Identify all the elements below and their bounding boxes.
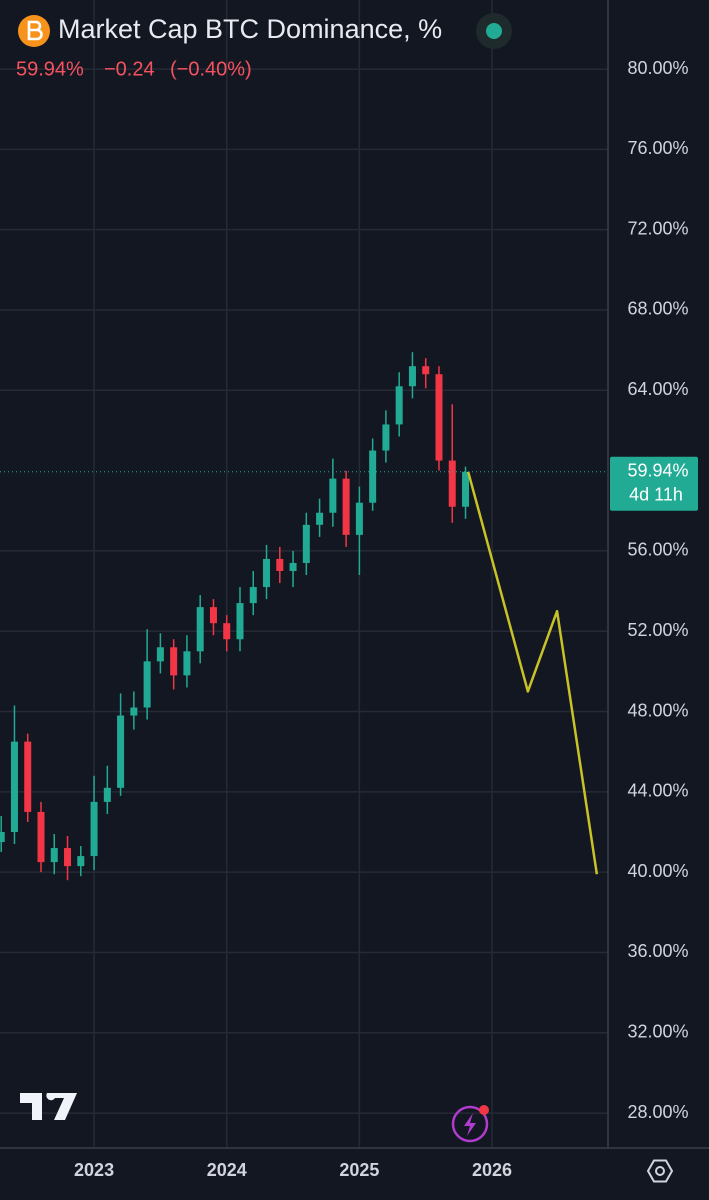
candle-body (382, 424, 390, 451)
countdown: 4d 11h (629, 485, 683, 505)
candle-body (395, 386, 403, 425)
candle-body (0, 831, 5, 843)
y-tick-label: 72.00% (627, 218, 688, 238)
projection-line (466, 471, 599, 875)
candle-body (316, 512, 324, 525)
y-tick-label: 64.00% (627, 379, 688, 399)
y-tick-label: 76.00% (627, 138, 688, 158)
chart-title: Market Cap BTC Dominance, % (58, 14, 442, 44)
candle-body (435, 374, 443, 461)
candle-body (236, 603, 244, 640)
candle-body (369, 450, 377, 503)
y-tick-label: 40.00% (627, 861, 688, 881)
candle-body (249, 587, 257, 604)
last-value: 59.94% (16, 58, 84, 80)
x-tick-label: 2026 (472, 1160, 512, 1180)
candle-body (289, 562, 297, 571)
candle-body (64, 848, 72, 867)
status-dot (486, 23, 502, 39)
price-tag-label: 59.94% (627, 461, 688, 481)
x-tick-label: 2025 (339, 1160, 379, 1180)
tradingview-logo[interactable] (20, 1093, 77, 1120)
candle-body (209, 607, 217, 624)
plot (0, 352, 608, 881)
x-tick-label: 2023 (74, 1160, 114, 1180)
bitcoin-glyph (27, 20, 43, 41)
settings-icon-center (655, 1166, 665, 1176)
y-tick-label: 36.00% (627, 941, 688, 961)
candle-body (422, 366, 430, 375)
candle-body (90, 801, 98, 857)
candle-body (170, 647, 178, 676)
candle-body (130, 707, 138, 716)
x-tick-label: 2024 (207, 1160, 247, 1180)
candle-body (408, 366, 416, 387)
candle-body (143, 661, 151, 708)
candle-body (302, 524, 310, 563)
alert-badge (479, 1105, 489, 1115)
settings-icon[interactable] (646, 1159, 674, 1183)
grid (0, 0, 608, 1148)
candle-body (276, 558, 284, 571)
candle-body (342, 478, 350, 535)
change: −0.24 (104, 58, 155, 80)
candle-body (37, 811, 45, 863)
candle-body (10, 741, 18, 832)
candle-body (462, 471, 470, 507)
candle-body (263, 558, 271, 588)
candle-body (156, 647, 164, 662)
alert-bolt (464, 1113, 476, 1136)
y-tick-label: 44.00% (627, 781, 688, 801)
candle-body (117, 715, 125, 788)
y-tick-label: 80.00% (627, 58, 688, 78)
axis: 28.00% 32.00% 36.00% 40.00% 44.00% 48.00% 52.0… (74, 58, 698, 1180)
y-tick-label: 56.00% (627, 540, 688, 560)
y-tick-label: 68.00% (627, 299, 688, 319)
y-tick-label: 32.00% (627, 1022, 688, 1042)
candle-body (223, 623, 231, 640)
y-tick-label: 52.00% (627, 620, 688, 640)
price-tag (610, 456, 698, 511)
candle-body (50, 848, 58, 863)
candle-body (77, 856, 85, 867)
candle-body (183, 651, 191, 676)
candle-body (329, 478, 337, 513)
candle-body (196, 607, 204, 652)
candle-body (448, 460, 456, 507)
y-tick-label: 28.00% (627, 1102, 688, 1122)
alert-icon[interactable] (451, 1105, 489, 1143)
candle-body (24, 741, 32, 812)
y-tick-label: 48.00% (627, 700, 688, 720)
candle-body (103, 787, 111, 802)
candle-body (355, 502, 363, 535)
change-percent: (−0.40%) (170, 58, 252, 80)
